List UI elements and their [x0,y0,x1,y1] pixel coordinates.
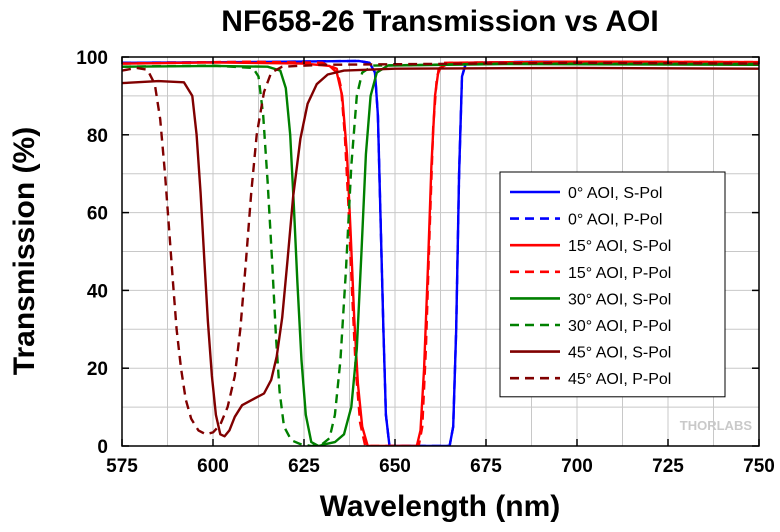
series-line [122,60,759,446]
series-line [122,59,759,446]
thorlabs-watermark: THORLABS [680,418,753,433]
legend-label: 45° AOI, P-Pol [568,371,671,388]
x-tick-label: 575 [106,456,138,477]
x-tick-label: 750 [743,456,775,477]
x-tick-label: 675 [470,456,502,477]
y-tick-label: 80 [87,126,108,147]
y-tick-label: 20 [87,359,108,380]
axis-ticks: 575 600 625 650 675 700 725 750 0 20 40 60 80 100 [76,48,775,477]
legend-label: 15° AOI, S-Pol [568,238,671,255]
series-lines [122,59,759,446]
legend-label: 0° AOI, S-Pol [568,185,662,202]
series-line [122,61,759,436]
y-tick-label: 0 [97,437,108,458]
x-axis-label: Wavelength (nm) [320,490,561,523]
y-tick-label: 60 [87,204,108,225]
chart-title: NF658-26 Transmission vs AOI [221,5,658,38]
plot-area-frame [121,56,760,447]
x-tick-label: 725 [652,456,684,477]
legend-box [499,171,726,398]
x-tick-label: 600 [197,456,229,477]
series-line [122,62,759,446]
y-axis-label: Transmission (%) [8,127,41,375]
series-line [122,62,759,446]
legend-label: 0° AOI, P-Pol [568,212,662,229]
y-tick-label: 40 [87,281,108,302]
legend-label: 15° AOI, P-Pol [568,265,671,282]
x-tick-label: 650 [379,456,411,477]
legend-label: 45° AOI, S-Pol [568,345,671,362]
legend-label: 30° AOI, S-Pol [568,291,671,308]
legend-label: 30° AOI, P-Pol [568,318,671,335]
legend: 0° AOI, S-Pol 0° AOI, P-Pol 15° AOI, S-Pol… [499,171,726,398]
x-tick-label: 700 [561,456,593,477]
x-tick-label: 625 [288,456,320,477]
y-tick-label: 100 [76,48,108,69]
series-line [122,66,759,438]
watermark-text: THORLABS [680,418,753,433]
